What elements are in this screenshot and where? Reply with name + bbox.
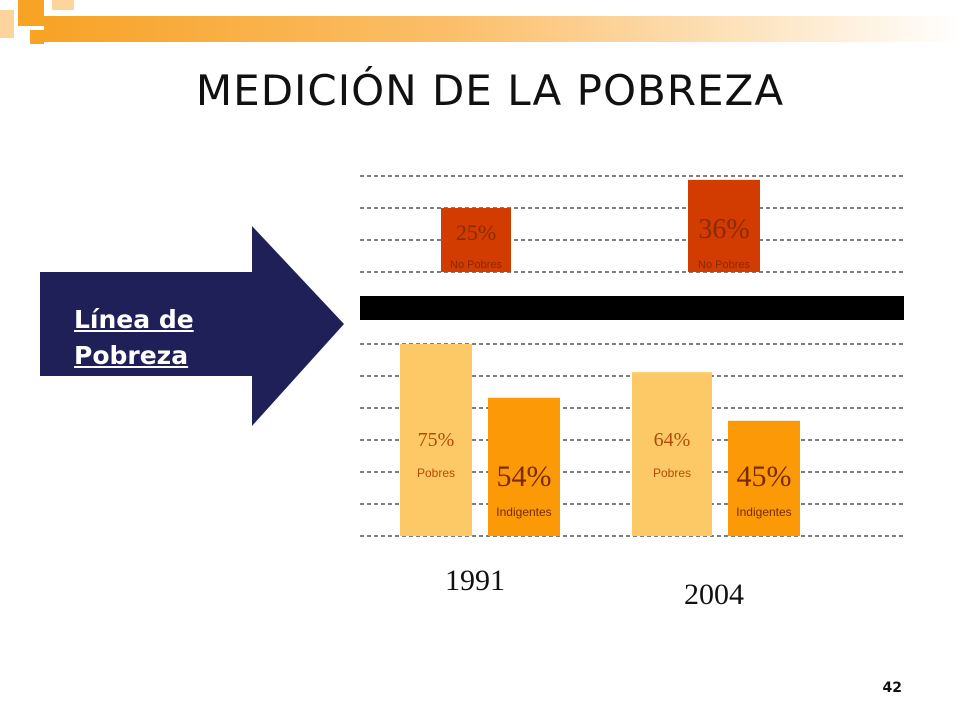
poverty-line-arrow [40,226,344,426]
data-label-pobres-2004: 64% [654,429,691,451]
series-label-pobres-2004: Pobres [653,466,691,480]
bar-pobres-1991 [400,344,472,536]
deco-square-1 [18,0,44,26]
bar-no-pobres-1991 [441,208,511,272]
data-label-pobres-1991: 75% [418,429,455,451]
poverty-line-label: Línea de Pobreza [74,305,194,370]
bar-indigentes-1991 [488,397,560,536]
series-label-indigentes-1991: Indigentes [496,505,551,519]
data-label-no-pobres-1991: 25% [456,220,496,245]
poverty-line-band [360,296,904,320]
data-label-no-pobres-2004: 36% [698,214,749,245]
slide-number: 42 [882,680,902,696]
bar-pobres-2004 [632,372,712,536]
deco-square-3 [0,10,14,38]
year-label-1991: 1991 [445,564,505,597]
bar-no-pobres-2004 [688,179,760,272]
bar-indigentes-2004 [728,420,800,536]
decorative-squares [0,0,80,60]
series-label-no-pobres-1991: No Pobres [450,259,502,271]
series-label-no-pobres-2004: No Pobres [698,259,750,271]
series-label-pobres-1991: Pobres [417,466,455,480]
year-label-2004: 2004 [684,578,744,611]
page-title: MEDICIÓN DE LA POBREZA [195,66,785,115]
top-gradient-band [44,16,960,42]
series-label-indigentes-2004: Indigentes [736,505,791,519]
data-label-indigentes-2004: 45% [737,460,792,493]
data-label-indigentes-1991: 54% [497,460,552,493]
arrow-shape [40,226,344,426]
deco-square-2 [52,0,74,10]
deco-square-4 [30,30,44,44]
